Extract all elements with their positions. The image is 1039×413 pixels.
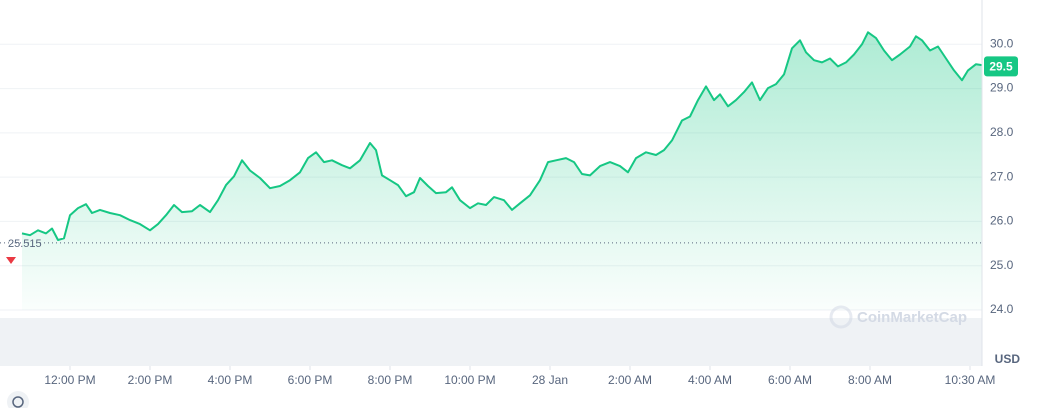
x-tick-label: 28 Jan bbox=[532, 373, 568, 387]
area-fill bbox=[22, 32, 982, 311]
watermark-logo bbox=[829, 305, 853, 329]
x-tick-label: 6:00 PM bbox=[288, 373, 333, 387]
watermark: CoinMarketCap bbox=[857, 309, 967, 326]
reference-label: 25.515 bbox=[8, 238, 42, 250]
x-tick-label: 4:00 AM bbox=[688, 373, 732, 387]
y-unit: USD bbox=[995, 352, 1021, 366]
y-tick-label: 30.0 bbox=[990, 36, 1014, 50]
y-tick-label: 28.0 bbox=[990, 125, 1014, 139]
y-tick-label: 26.0 bbox=[990, 214, 1014, 228]
x-tick-label: 2:00 AM bbox=[608, 373, 652, 387]
x-tick-label: 2:00 PM bbox=[128, 373, 173, 387]
x-tick-label: 10:30 AM bbox=[945, 373, 996, 387]
x-tick-label: 8:00 AM bbox=[848, 373, 892, 387]
down-marker bbox=[6, 257, 16, 264]
y-tick-label: 27.0 bbox=[990, 169, 1014, 183]
x-tick-label: 6:00 AM bbox=[768, 373, 812, 387]
y-tick-label: 24.0 bbox=[990, 302, 1014, 316]
x-tick-label: 12:00 PM bbox=[44, 373, 95, 387]
x-tick-label: 8:00 PM bbox=[368, 373, 413, 387]
current-price-tag bbox=[984, 56, 1018, 77]
history-button[interactable] bbox=[7, 391, 29, 413]
y-tick-label: 25.0 bbox=[990, 258, 1014, 272]
plot bbox=[0, 31, 983, 311]
current-price-label: 29.5 bbox=[989, 60, 1013, 74]
x-tick-label: 10:00 PM bbox=[444, 373, 495, 387]
y-tick-label: 29.0 bbox=[990, 81, 1014, 95]
price-line bbox=[21, 31, 983, 241]
volume-area bbox=[0, 318, 982, 366]
x-tick-label: 4:00 PM bbox=[208, 373, 253, 387]
